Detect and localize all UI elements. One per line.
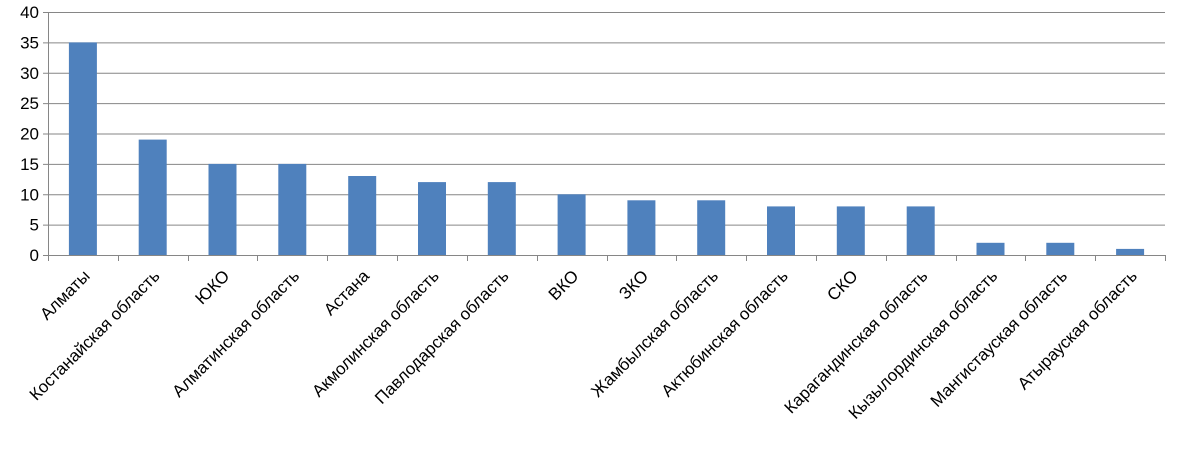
x-tick-label: Костанайская область	[26, 266, 164, 404]
x-tick-label: ЮКО	[192, 266, 234, 308]
bar	[836, 206, 865, 255]
bar	[348, 176, 377, 255]
x-tick-label: Алматы	[36, 266, 93, 323]
bar	[767, 206, 795, 255]
bar	[1116, 248, 1145, 255]
y-tick-label: 30	[20, 64, 39, 83]
x-tick-label: Карагандинская область	[781, 266, 932, 417]
bar	[278, 163, 307, 255]
x-tick-label: Атырауская область	[1014, 266, 1141, 393]
y-tick-label: 40	[20, 3, 39, 22]
bar	[1046, 242, 1075, 255]
bar	[627, 200, 656, 255]
x-tick-label: СКО	[823, 266, 861, 304]
x-tick-label: Астана	[320, 266, 373, 319]
x-tick-label: ЗКО	[615, 266, 652, 303]
x-tick-label: ВКО	[545, 266, 583, 304]
bar	[208, 163, 237, 255]
bar	[418, 182, 446, 255]
x-tick-label: Кызылординская область	[845, 266, 1002, 423]
y-tick-label: 20	[20, 125, 39, 144]
axes	[43, 12, 1166, 261]
bars	[68, 42, 1145, 256]
bar	[557, 194, 586, 256]
bar	[68, 42, 97, 256]
bar	[906, 206, 935, 255]
y-tick-label: 25	[20, 94, 39, 113]
y-tick-label: 15	[20, 155, 39, 174]
y-tick-label: 10	[20, 185, 39, 204]
bar	[697, 200, 726, 255]
bar	[138, 139, 167, 255]
x-tick-label: Актюбинская область	[658, 266, 792, 400]
bar	[487, 182, 516, 255]
x-tick-label: Жамбылская область	[587, 266, 722, 401]
bar	[976, 242, 1005, 255]
y-tick-label: 35	[20, 33, 39, 52]
x-tick-label: Акмолинская область	[308, 266, 442, 400]
x-tick-label: Алматинская область	[169, 266, 304, 401]
y-tick-label: 0	[30, 246, 39, 265]
x-tick-label: Мангистауская область	[927, 266, 1071, 410]
x-tick-label: Павлодарская область	[371, 266, 513, 408]
y-tick-labels: 0 5 10 15 20 25 30 35 40	[20, 3, 39, 265]
y-tick-label: 5	[30, 216, 39, 235]
